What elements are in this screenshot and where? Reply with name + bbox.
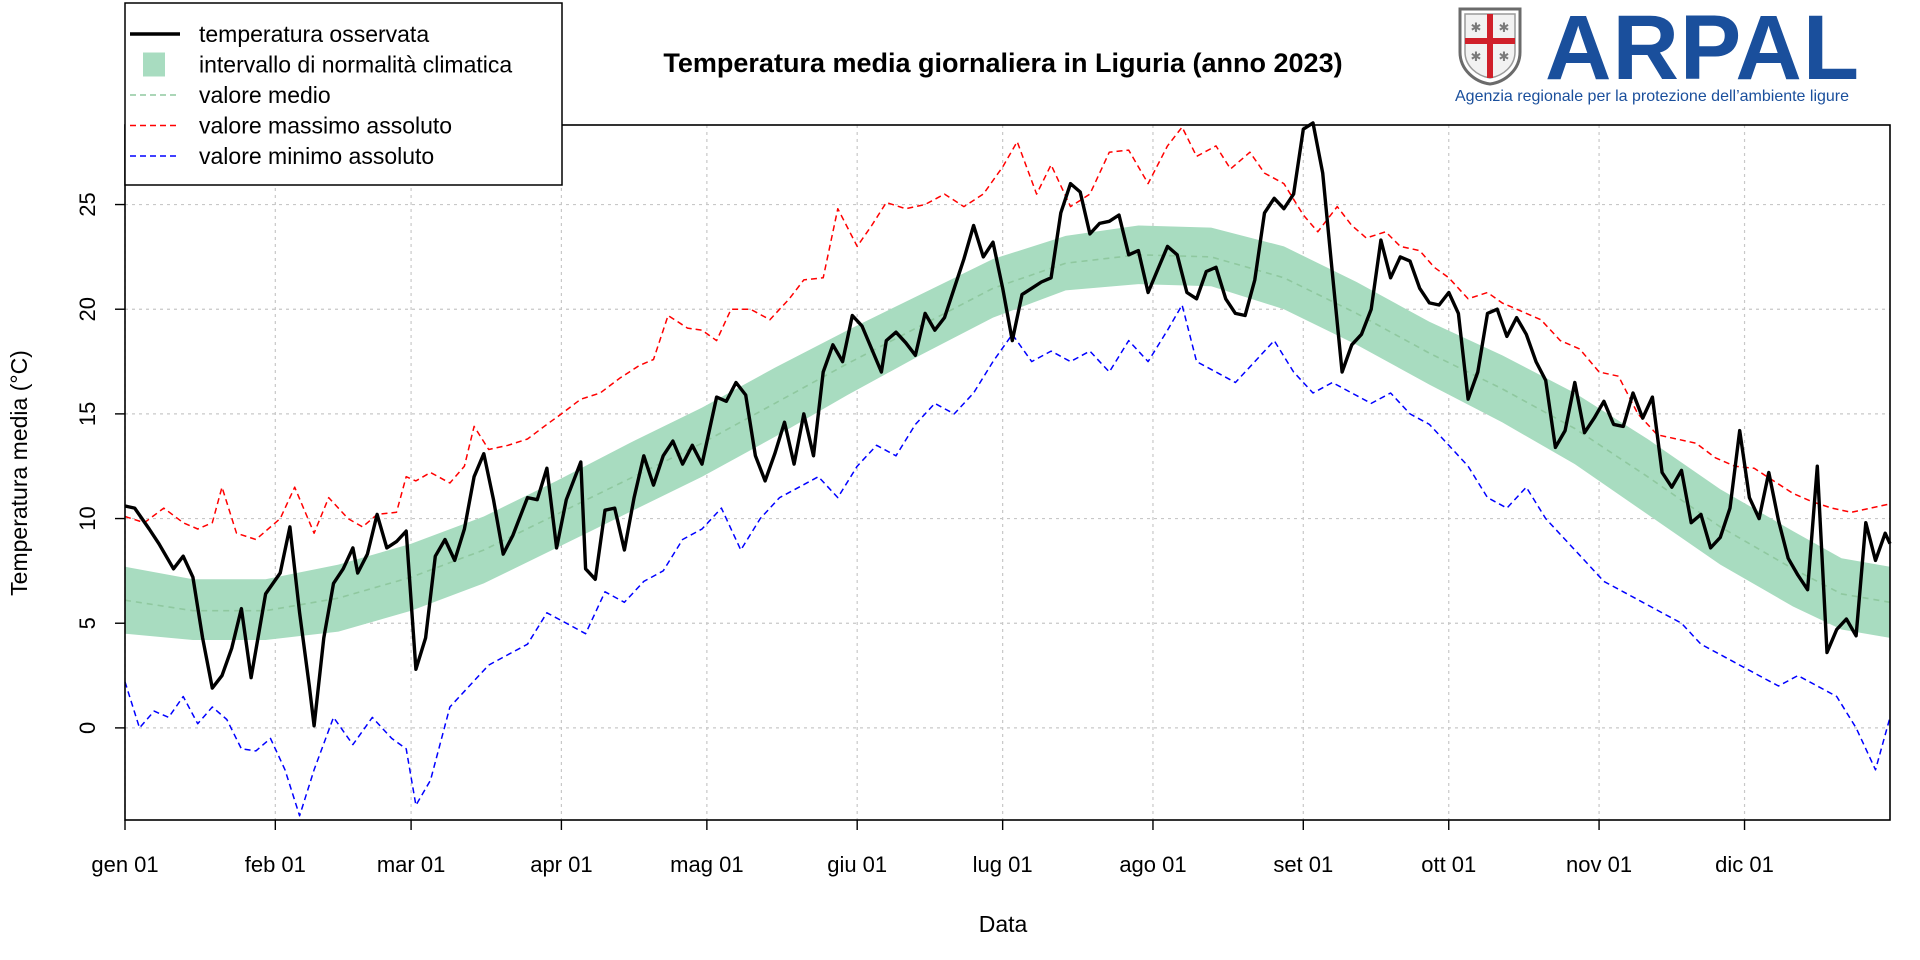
logo-wordmark: ARPAL bbox=[1545, 0, 1861, 99]
y-tick-label: 20 bbox=[75, 297, 100, 321]
legend-label: valore massimo assoluto bbox=[199, 113, 452, 139]
x-tick-label: mar 01 bbox=[377, 852, 445, 877]
y-tick-label: 15 bbox=[75, 402, 100, 426]
x-tick-label: lug 01 bbox=[973, 852, 1033, 877]
normality-band bbox=[125, 225, 1890, 640]
arpal-logo: ✱ ✱ ✱ ✱ ARPAL Agenzia regionale per la p… bbox=[1455, 0, 1859, 114]
x-tick-label: apr 01 bbox=[530, 852, 592, 877]
x-tick-label: feb 01 bbox=[245, 852, 306, 877]
x-axis: gen 01 feb 01 mar 01 apr 01 mag 01 giu 01 lug … bbox=[91, 820, 1774, 877]
y-tick-label: 5 bbox=[75, 617, 100, 629]
coat-of-arms-icon: ✱ ✱ ✱ ✱ bbox=[1458, 7, 1522, 86]
x-tick-label: dic 01 bbox=[1715, 852, 1774, 877]
x-tick-label: ott 01 bbox=[1421, 852, 1476, 877]
x-tick-label: mag 01 bbox=[670, 852, 743, 877]
legend: temperatura osservata intervallo di norma… bbox=[124, 2, 563, 186]
absolute-min-line bbox=[124, 304, 1891, 817]
svg-text:✱: ✱ bbox=[1499, 49, 1510, 64]
x-tick-label: giu 01 bbox=[827, 852, 887, 877]
svg-text:✱: ✱ bbox=[1471, 49, 1482, 64]
plot-area bbox=[124, 124, 1891, 821]
x-axis-label: Data bbox=[979, 911, 1028, 937]
legend-box bbox=[124, 2, 563, 186]
svg-text:✱: ✱ bbox=[1499, 20, 1510, 35]
absolute-max-line bbox=[124, 126, 1891, 541]
legend-label: temperatura osservata bbox=[199, 21, 429, 47]
y-tick-label: 25 bbox=[75, 192, 100, 216]
y-axis: 0 5 10 15 20 25 bbox=[75, 192, 125, 734]
y-axis-label: Temperatura media (°C) bbox=[6, 350, 32, 596]
series-layer bbox=[124, 121, 1892, 817]
svg-text:✱: ✱ bbox=[1471, 20, 1482, 35]
x-tick-label: set 01 bbox=[1273, 852, 1333, 877]
legend-label: valore minimo assoluto bbox=[199, 143, 434, 169]
logo-subtitle: Agenzia regionale per la protezione dell… bbox=[1455, 88, 1850, 105]
y-tick-label: 10 bbox=[75, 506, 100, 530]
x-tick-label: ago 01 bbox=[1119, 852, 1186, 877]
observed-temperature-line bbox=[124, 121, 1892, 728]
x-tick-label: nov 01 bbox=[1566, 852, 1632, 877]
legend-label: intervallo di normalità climatica bbox=[199, 52, 512, 78]
x-tick-label: gen 01 bbox=[91, 852, 158, 877]
legend-label: valore medio bbox=[199, 82, 331, 108]
mean-value-line bbox=[124, 254, 1891, 612]
y-tick-label: 0 bbox=[75, 722, 100, 734]
legend-swatch-band bbox=[143, 52, 165, 77]
chart-title: Temperatura media giornaliera in Liguria… bbox=[663, 48, 1342, 78]
normality-band-layer bbox=[125, 225, 1890, 640]
